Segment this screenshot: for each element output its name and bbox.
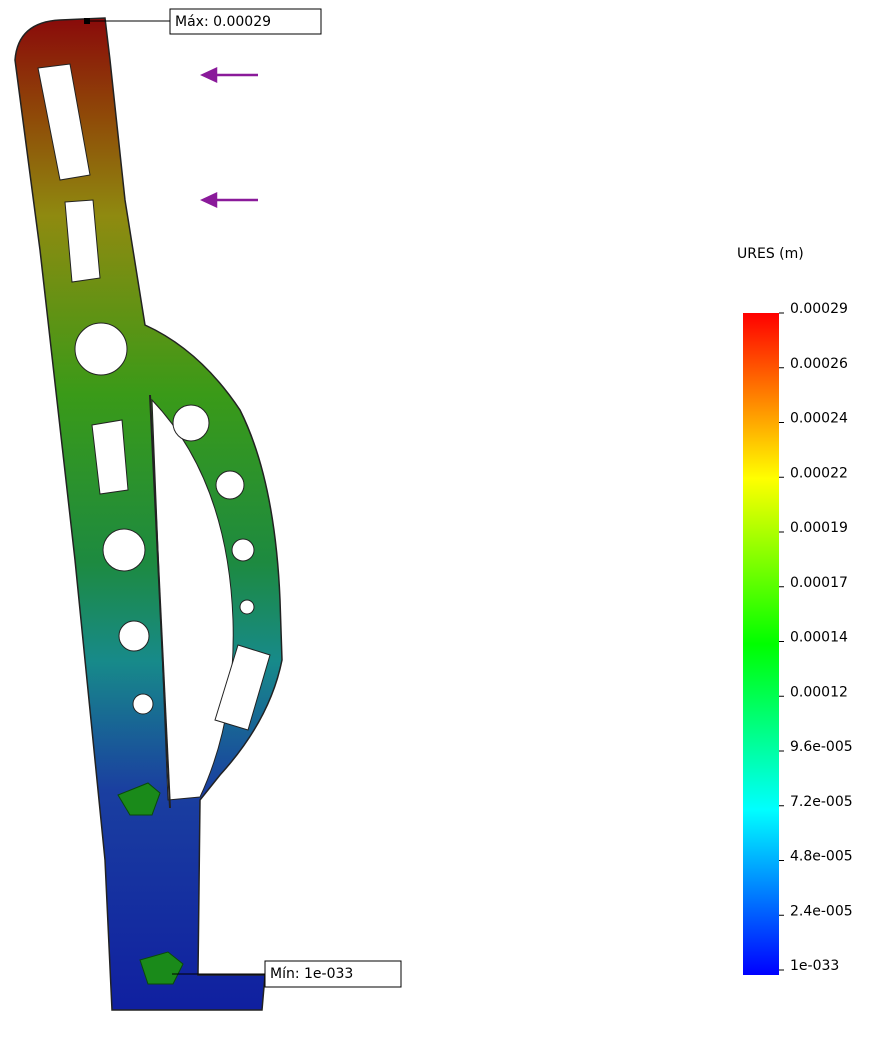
legend-label: 0.00026 [790, 356, 848, 372]
min-label: Mín: 1e-033 [270, 966, 353, 982]
legend-label: 4.8e-005 [790, 849, 853, 865]
legend-label: 7.2e-005 [790, 794, 853, 810]
legend-label: 1e-033 [790, 958, 839, 974]
legend-label: 9.6e-005 [790, 739, 853, 755]
result-view: Máx: 0.00029 Mín: 1e-033 URES (m) 0.0002… [0, 0, 889, 1039]
max-marker [84, 18, 90, 24]
legend-label: 0.00029 [790, 301, 848, 317]
legend-label: 0.00022 [790, 465, 848, 481]
legend-label: 0.00017 [790, 575, 848, 591]
legend-label: 0.00014 [790, 630, 848, 646]
legend-ticks: 0.00029 0.00026 0.00024 0.00022 0.00019 0.000… [779, 301, 853, 974]
legend-bar [743, 313, 779, 975]
part [15, 18, 282, 1010]
load-arrows [203, 69, 258, 206]
legend-label: 0.00024 [790, 411, 848, 427]
legend-title: URES (m) [737, 246, 804, 262]
legend-label: 2.4e-005 [790, 903, 853, 919]
legend-label: 0.00019 [790, 520, 848, 536]
max-label: Máx: 0.00029 [175, 14, 271, 30]
page: Máx: 0.00029 Mín: 1e-033 URES (m) 0.0002… [0, 0, 889, 1039]
legend-label: 0.00012 [790, 684, 848, 700]
